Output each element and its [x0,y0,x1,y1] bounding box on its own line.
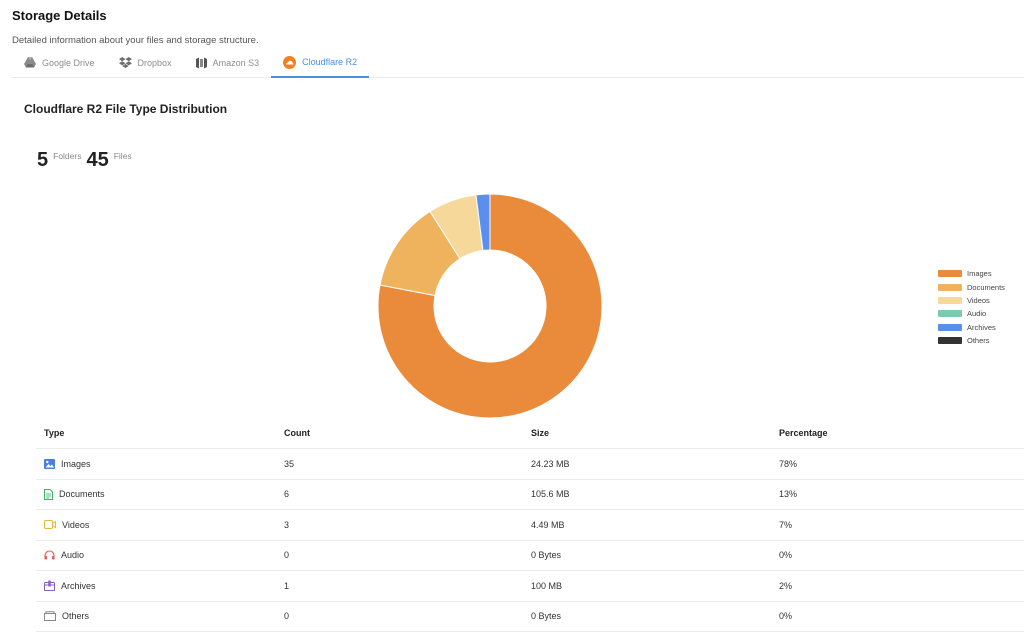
size-cell: 100 MB [531,580,563,591]
legend-label: Documents [967,282,1005,292]
tab-label: Cloudflare R2 [302,57,358,67]
column-header-count: Count [284,428,310,438]
column-header-type: Type [44,428,65,438]
files-count: 45 [86,149,109,171]
legend-swatch [938,310,962,318]
percentage-cell: 13% [779,489,798,500]
document-icon [44,488,53,500]
type-label: Audio [61,550,85,561]
type-label: Archives [61,580,96,591]
legend-item-documents[interactable]: Documents [938,280,1005,293]
tab-dropbox[interactable]: Dropbox [107,48,184,77]
size-cell: 24.23 MB [531,458,570,469]
table-row: Videos 3 4.49 MB 7% [36,510,1024,541]
table-row: Others 0 0 Bytes 0% [36,602,1024,632]
tab-cloudflare-r2[interactable]: Cloudflare R2 [271,48,370,78]
percentage-cell: 0% [779,550,793,561]
google-drive-icon [24,57,36,68]
legend-item-videos[interactable]: Videos [938,294,1005,307]
video-icon [44,520,56,530]
size-cell: 0 Bytes [531,550,562,561]
legend-swatch [938,270,962,278]
count-cell: 35 [284,458,295,469]
column-header-percentage: Percentage [779,428,828,438]
legend-label: Videos [967,295,990,305]
percentage-cell: 78% [779,458,798,469]
legend-label: Others [967,336,990,346]
donut-slice-archives[interactable] [475,194,491,252]
folders-count: 5 [37,149,49,171]
legend-swatch [938,296,962,304]
legend-swatch [938,337,962,345]
type-label: Others [62,611,90,622]
tab-label: Amazon S3 [212,57,260,68]
section-title: Cloudflare R2 File Type Distribution [24,102,228,116]
count-cell: 1 [284,580,290,591]
legend-item-others[interactable]: Others [938,334,1005,347]
table-row: Images 35 24.23 MB 78% [36,449,1024,480]
table-row: Archives 1 100 MB 2% [36,571,1024,602]
table-row: Documents 6 105.6 MB 13% [36,480,1024,510]
amazon-s3-icon [195,57,207,69]
folders-label: Folders [53,151,82,161]
table-header-row: Type Count Size Percentage [36,418,1024,449]
legend-swatch [938,283,962,291]
type-label: Videos [62,519,90,530]
chart-legend: Images Documents Videos Audio Archives Others [938,267,1005,347]
legend-label: Images [967,269,992,279]
legend-swatch [938,323,962,331]
type-label: Images [61,458,91,469]
count-cell: 6 [284,489,290,500]
legend-item-archives[interactable]: Archives [938,321,1005,334]
file-type-donut-chart [377,194,603,418]
tab-google-drive[interactable]: Google Drive [12,48,107,77]
page-subtitle: Detailed information about your files an… [12,35,259,46]
tab-label: Dropbox [137,57,172,68]
size-cell: 105.6 MB [531,489,570,500]
legend-item-images[interactable]: Images [938,267,1005,280]
headphones-icon [44,550,55,560]
file-icon [44,611,56,622]
size-cell: 4.49 MB [531,519,565,530]
storage-tabs: Google Drive Dropbox Amazon S3 Cloudflar… [12,48,1024,78]
table-row: Audio 0 0 Bytes 0% [36,541,1024,571]
image-icon [44,458,55,469]
tab-label: Google Drive [42,57,95,68]
storage-stats: 5 Folders 45 Files [37,148,132,172]
count-cell: 3 [284,519,290,530]
page-header: Storage Details Detailed information abo… [12,8,259,46]
tab-amazon-s3[interactable]: Amazon S3 [184,48,272,77]
column-header-size: Size [531,428,550,438]
count-cell: 0 [284,550,290,561]
archive-icon [44,580,55,592]
percentage-cell: 2% [779,580,793,591]
type-label: Documents [59,489,105,500]
file-type-table: Type Count Size Percentage Images 35 24.… [36,418,1024,632]
legend-item-audio[interactable]: Audio [938,307,1005,320]
percentage-cell: 7% [779,519,793,530]
legend-label: Audio [967,309,987,319]
size-cell: 0 Bytes [531,611,562,622]
page-title: Storage Details [12,8,107,23]
donut-slice-images[interactable] [377,194,603,418]
files-label: Files [113,151,132,161]
cloudflare-icon [283,55,297,69]
count-cell: 0 [284,611,290,622]
percentage-cell: 0% [779,611,793,622]
legend-label: Archives [967,322,996,332]
dropbox-icon [118,57,132,68]
